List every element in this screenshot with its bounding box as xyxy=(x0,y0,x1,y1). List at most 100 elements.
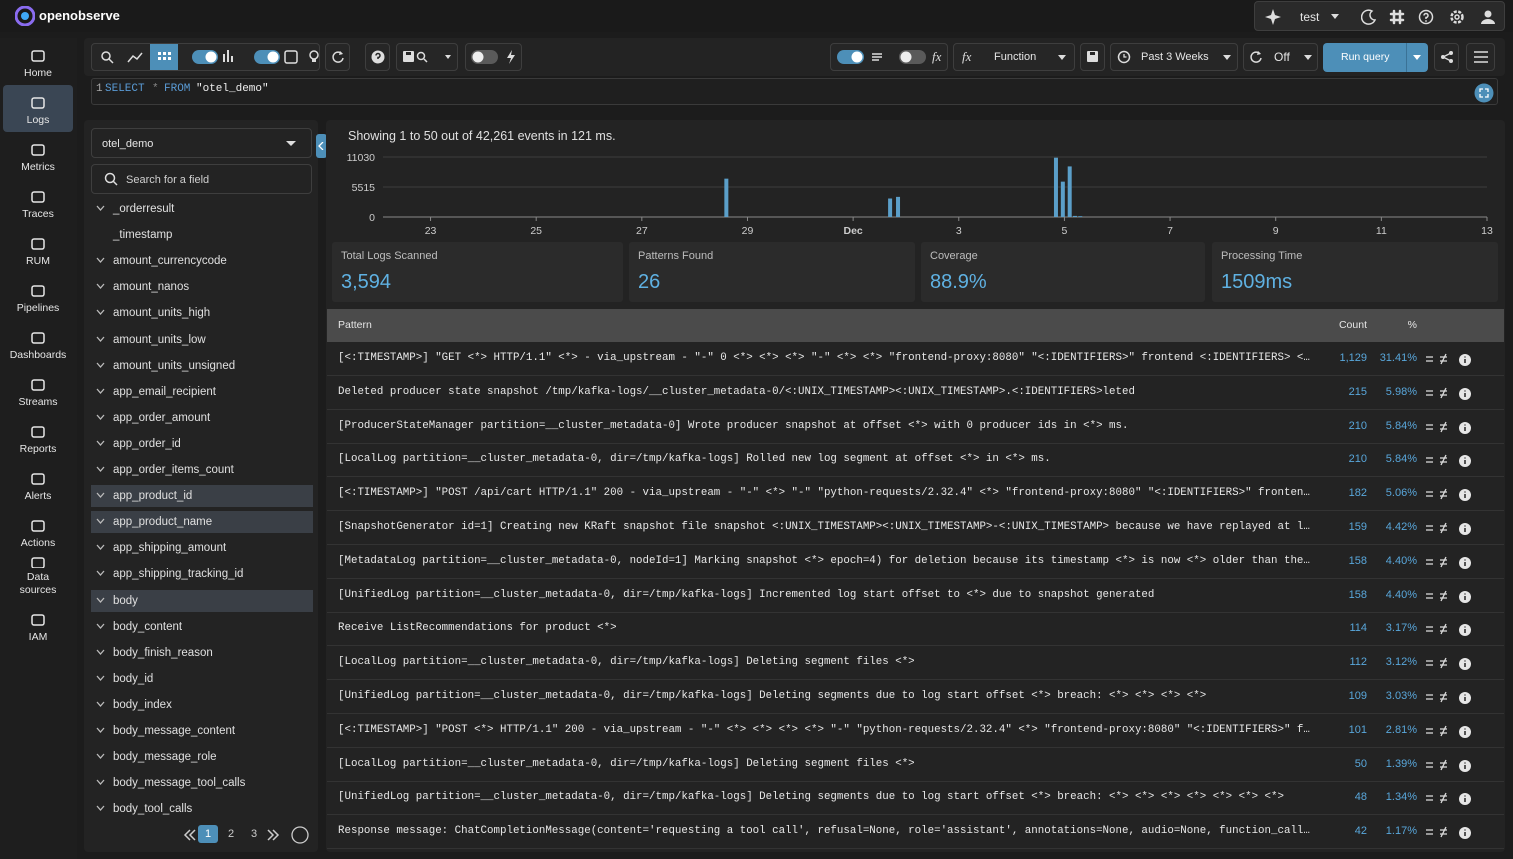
include-icon xyxy=(1426,390,1433,396)
field-item[interactable]: amount_units_high xyxy=(91,302,313,324)
pattern-row[interactable]: [ProducerStateManager partition=__cluste… xyxy=(327,410,1504,444)
nav-icon xyxy=(31,332,45,344)
nav-item[interactable]: Data sources xyxy=(3,555,73,602)
field-item[interactable]: _orderresult xyxy=(91,198,313,220)
field-item[interactable]: body_index xyxy=(91,694,313,716)
field-item[interactable]: app_order_id xyxy=(91,433,313,455)
chevron-path xyxy=(96,466,105,472)
theme-icon[interactable] xyxy=(1361,9,1377,25)
toggle-off[interactable] xyxy=(898,50,928,64)
field-item[interactable]: app_product_id xyxy=(91,485,313,508)
count: 159 xyxy=(1348,521,1367,533)
nav-item[interactable]: Logs xyxy=(3,85,73,132)
field-item[interactable]: body_id xyxy=(91,668,313,690)
page-number[interactable]: 3 xyxy=(250,828,258,840)
nav-item[interactable]: IAM xyxy=(3,602,73,649)
pattern-row[interactable]: [UnifiedLog partition=__cluster_metadata… xyxy=(327,680,1504,714)
function-select[interactable]: fx Function xyxy=(953,43,1075,71)
pattern-row[interactable]: Deleted producer state snapshot /tmp/kaf… xyxy=(327,376,1504,410)
page-number[interactable]: 1 xyxy=(198,825,218,843)
quick-mode[interactable] xyxy=(465,43,522,71)
nav-item[interactable]: Traces xyxy=(3,179,73,226)
x-tick-label: 5 xyxy=(1061,225,1067,237)
chevron xyxy=(96,492,105,499)
top-bar: openobserve test xyxy=(0,0,1513,32)
chevron xyxy=(96,336,105,342)
org-select[interactable]: test xyxy=(1300,10,1320,24)
pattern-row[interactable]: [UnifiedLog partition=__cluster_metadata… xyxy=(327,579,1504,613)
pattern-row[interactable]: [UnifiedLog partition=__cluster_metadata… xyxy=(327,781,1504,816)
field-item[interactable]: body_message_tool_calls xyxy=(91,772,313,794)
icon-shape xyxy=(31,50,45,62)
pattern-row[interactable]: [<:TIMESTAMP>] "POST /api/cart HTTP/1.1"… xyxy=(327,477,1504,512)
field-item[interactable]: app_order_amount xyxy=(91,407,313,429)
count: 112 xyxy=(1349,656,1367,669)
saved-views[interactable] xyxy=(396,43,458,71)
pattern-row[interactable]: [SnapshotGenerator id=1] Creating new KR… xyxy=(327,511,1504,545)
user-icon[interactable] xyxy=(1480,9,1496,25)
share-button[interactable] xyxy=(1434,43,1459,71)
query-editor[interactable]: 1 SELECT * FROM "otel_demo" xyxy=(91,78,1498,105)
nav-item[interactable]: Metrics xyxy=(3,132,73,179)
exclude-icon xyxy=(1440,522,1447,534)
percent: 1.17% xyxy=(1385,825,1417,838)
pattern-row[interactable]: [<:TIMESTAMP>] "GET <*> HTTP/1.1" <*> - … xyxy=(327,342,1504,376)
menu-button[interactable] xyxy=(1466,43,1495,71)
help-icon[interactable] xyxy=(1418,9,1434,25)
field-search[interactable]: Search for a field xyxy=(91,164,312,194)
field-item[interactable]: body_finish_reason xyxy=(91,642,313,664)
search-icon xyxy=(104,172,118,186)
save-function[interactable] xyxy=(1080,43,1105,71)
nav-item[interactable]: Streams xyxy=(3,367,73,414)
nav-item[interactable]: Dashboards xyxy=(3,320,73,367)
field-item[interactable]: body xyxy=(91,589,313,612)
row-actions xyxy=(1426,624,1471,637)
field-item[interactable]: app_shipping_amount xyxy=(91,537,313,559)
field-item[interactable]: app_product_name xyxy=(91,511,313,534)
nav-item[interactable]: Home xyxy=(3,38,73,85)
chevron-path xyxy=(96,805,105,812)
field-item[interactable]: body_message_content xyxy=(91,720,313,742)
nav-item[interactable]: RUM xyxy=(3,226,73,273)
nav-item[interactable]: Pipelines xyxy=(3,273,73,320)
field-item[interactable]: app_email_recipient xyxy=(91,381,313,403)
run-query-button[interactable]: Run query xyxy=(1323,43,1428,72)
include-icon xyxy=(1426,559,1433,565)
nav-item[interactable]: Reports xyxy=(3,414,73,461)
settings-icon[interactable] xyxy=(1449,9,1465,25)
page-number[interactable]: 2 xyxy=(227,828,235,840)
field-item[interactable]: app_order_items_count xyxy=(91,459,313,481)
field-item[interactable]: amount_nanos xyxy=(91,276,313,298)
field-item[interactable]: body_tool_calls xyxy=(91,798,313,815)
pattern-row[interactable]: [LocalLog partition=__cluster_metadata-0… xyxy=(327,443,1504,478)
pattern-row[interactable]: [MetadataLog partition=__cluster_metadat… xyxy=(327,545,1504,579)
count: 109 xyxy=(1348,690,1367,702)
toolbar: fx fx Function Past 3 Weeks Off Run quer… xyxy=(84,38,1505,76)
nav-item[interactable]: Alerts xyxy=(3,461,73,508)
toggles[interactable] xyxy=(836,50,896,64)
field-item[interactable]: body_message_role xyxy=(91,746,313,768)
field-item[interactable]: body_content xyxy=(91,616,313,638)
field-item[interactable]: amount_units_low xyxy=(91,329,313,351)
slack-icon[interactable] xyxy=(1389,9,1405,25)
field-item[interactable]: amount_units_unsigned xyxy=(91,355,313,377)
pattern-row[interactable]: [LocalLog partition=__cluster_metadata-0… xyxy=(327,748,1504,782)
ai-icon[interactable] xyxy=(1264,8,1282,26)
field-item[interactable]: app_shipping_tracking_id xyxy=(91,563,313,585)
expand-icon[interactable] xyxy=(1474,83,1494,103)
pattern-row[interactable]: [<:TIMESTAMP>] "POST <*> HTTP/1.1" 200 -… xyxy=(327,714,1504,748)
pattern-row[interactable]: Response message: ChatCompletionMessage(… xyxy=(327,815,1504,850)
pattern-row[interactable]: Receive ListRecommendations for product … xyxy=(327,612,1504,647)
reset-button[interactable] xyxy=(325,43,350,71)
x-tick-label: 9 xyxy=(1273,225,1279,237)
field-item[interactable]: amount_currencycode xyxy=(91,250,313,272)
collapse-toggle[interactable] xyxy=(316,134,327,158)
time-range[interactable]: Past 3 Weeks xyxy=(1110,43,1238,71)
field-item[interactable]: _timestamp xyxy=(113,229,173,242)
stream-select[interactable]: otel_demo xyxy=(91,128,312,158)
nav-item[interactable]: Actions xyxy=(3,508,73,555)
help-button[interactable] xyxy=(365,43,390,71)
refresh-interval[interactable]: Off xyxy=(1243,43,1318,71)
operator: * xyxy=(152,83,159,95)
pattern-row[interactable]: [LocalLog partition=__cluster_metadata-0… xyxy=(327,646,1504,681)
